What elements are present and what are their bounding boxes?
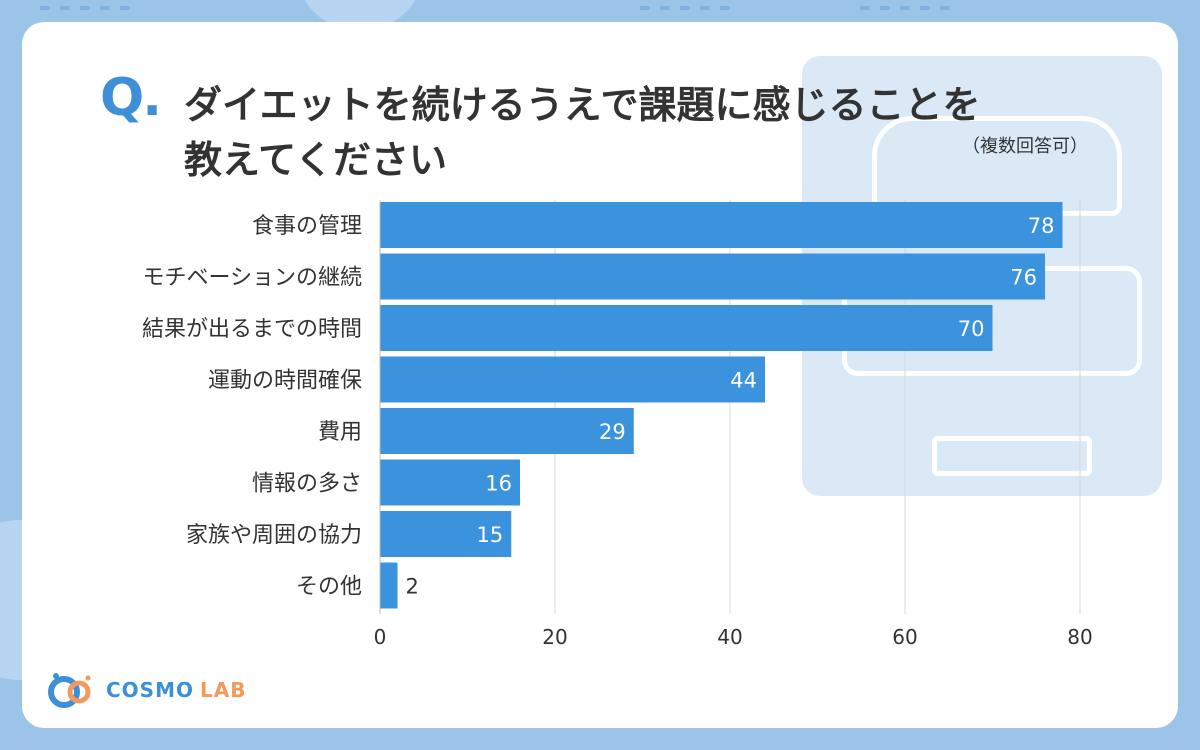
value-label: 78 bbox=[1028, 214, 1055, 238]
value-label: 29 bbox=[599, 420, 626, 444]
x-tick-label: 80 bbox=[1067, 625, 1092, 649]
value-label: 76 bbox=[1010, 266, 1037, 290]
category-label: 情報の多さ bbox=[252, 472, 362, 497]
background-dots bbox=[860, 6, 950, 14]
bar bbox=[380, 511, 512, 557]
value-label: 70 bbox=[958, 317, 985, 341]
x-tick-label: 40 bbox=[717, 625, 742, 649]
question-mark-label: Q. bbox=[100, 68, 162, 128]
chart-card: Q. ダイエットを続けるうえで課題に感じることを 教えてください （複数回答可）… bbox=[22, 22, 1178, 728]
bar-chart: 食事の管理 78 モチベーションの継続 76 結果が出るまでの時間 70 運動の時間確保 44… bbox=[142, 200, 1093, 649]
multiple-answer-note: （複数回答可） bbox=[962, 136, 1088, 157]
x-tick-label: 0 bbox=[374, 625, 387, 649]
logo-text: COSMO LAB bbox=[106, 678, 246, 702]
x-tick-label: 20 bbox=[542, 625, 567, 649]
value-label: 2 bbox=[406, 575, 419, 599]
question-title-line-1: ダイエットを続けるうえで課題に感じることを bbox=[184, 83, 981, 127]
category-label: 結果が出るまでの時間 bbox=[142, 317, 362, 342]
category-label: 運動の時間確保 bbox=[208, 369, 362, 394]
logo-text-lab: LAB bbox=[200, 678, 247, 702]
category-label: その他 bbox=[296, 575, 362, 600]
x-tick-label: 60 bbox=[892, 625, 917, 649]
question-title: ダイエットを続けるうえで課題に感じることを 教えてください bbox=[184, 78, 1114, 188]
bar bbox=[380, 408, 634, 454]
logo-icon bbox=[46, 670, 98, 710]
bar bbox=[380, 356, 765, 403]
category-label: 食事の管理 bbox=[252, 214, 362, 239]
bar bbox=[380, 253, 1045, 300]
bar bbox=[380, 202, 1063, 248]
bar bbox=[380, 562, 398, 609]
background-dots bbox=[640, 6, 730, 14]
value-label: 15 bbox=[477, 523, 504, 547]
category-label: モチベーションの継続 bbox=[142, 266, 362, 291]
logo-text-cosmo: COSMO bbox=[106, 678, 194, 702]
cosmo-lab-logo: COSMO LAB bbox=[46, 670, 246, 710]
question-title-line-2: 教えてください bbox=[184, 138, 447, 182]
value-label: 44 bbox=[730, 369, 757, 393]
bar bbox=[380, 305, 993, 351]
category-label: 家族や周囲の協力 bbox=[186, 523, 362, 548]
category-label: 費用 bbox=[318, 420, 362, 445]
value-label: 16 bbox=[485, 472, 512, 496]
background-dots bbox=[40, 6, 130, 14]
bar bbox=[380, 459, 520, 506]
